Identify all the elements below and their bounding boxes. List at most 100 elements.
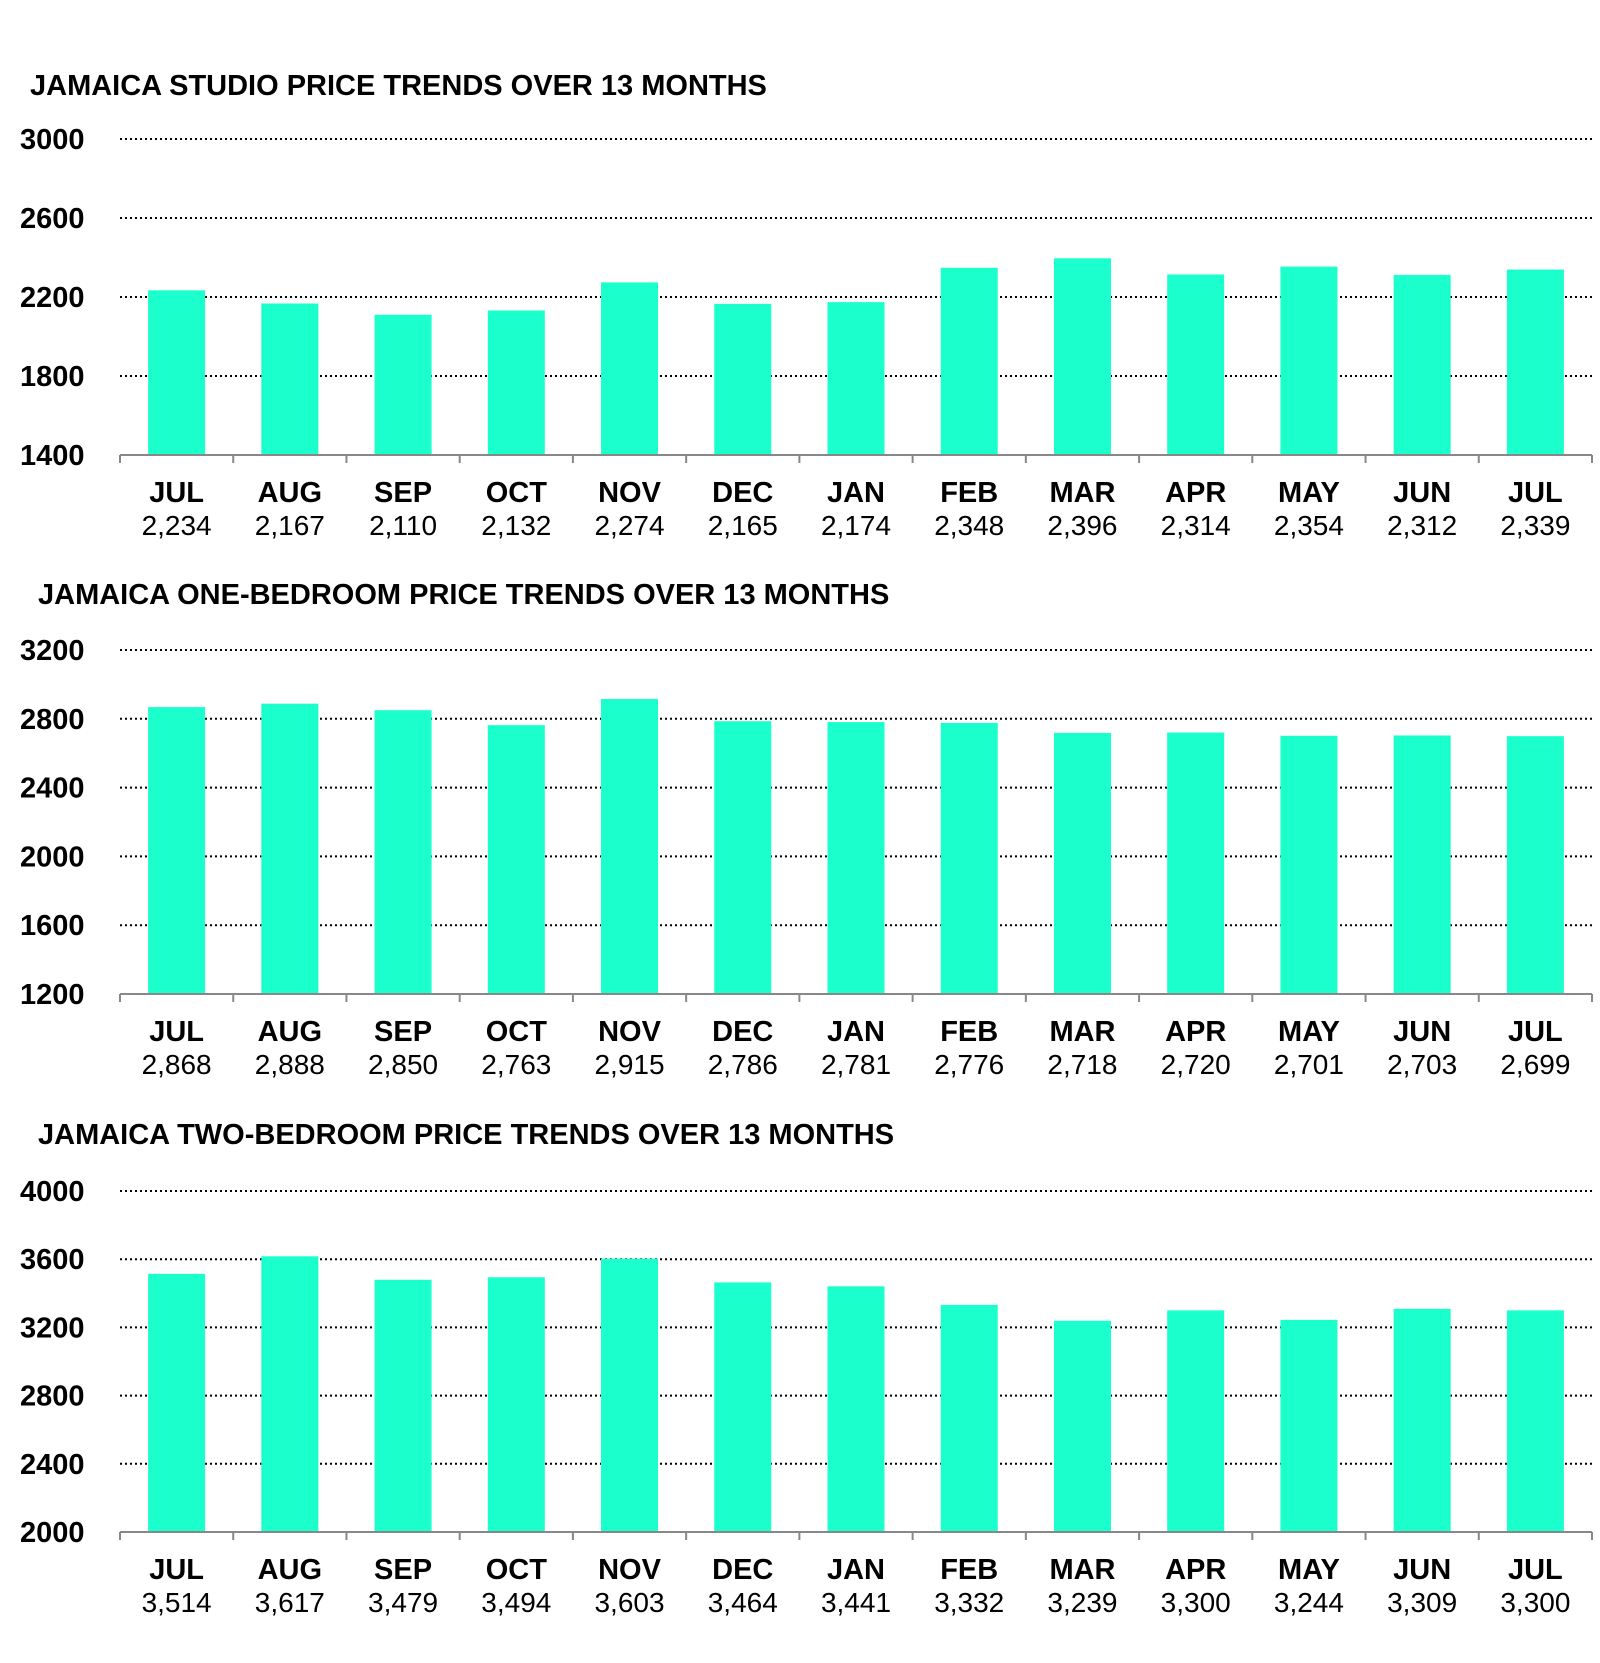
x-tick-label: SEP — [374, 1016, 432, 1048]
x-tick-label: JUL — [149, 1016, 204, 1048]
bar — [261, 303, 319, 455]
data-label: 3,603 — [594, 1587, 664, 1618]
x-tick-label: JUN — [1393, 1016, 1451, 1048]
y-tick-label: 2600 — [20, 203, 85, 235]
bar — [487, 310, 545, 455]
data-label: 2,314 — [1161, 510, 1231, 541]
x-tick-label: MAR — [1049, 477, 1115, 509]
bar — [374, 1279, 432, 1532]
data-label: 2,132 — [481, 510, 551, 541]
bar — [1053, 732, 1111, 994]
data-label: 3,441 — [821, 1587, 891, 1618]
bar — [940, 267, 998, 455]
data-label: 2,776 — [934, 1049, 1004, 1080]
data-label: 2,165 — [708, 510, 778, 541]
data-label: 2,720 — [1161, 1049, 1231, 1080]
bar — [1393, 735, 1451, 994]
x-tick-label: DEC — [712, 477, 773, 509]
data-label: 2,763 — [481, 1049, 551, 1080]
y-tick-label: 2800 — [20, 704, 85, 736]
bar — [827, 722, 885, 994]
data-label: 3,617 — [255, 1587, 325, 1618]
data-label: 3,464 — [708, 1587, 778, 1618]
x-tick-label: APR — [1165, 1016, 1226, 1048]
bar — [1506, 1310, 1564, 1532]
data-label: 2,167 — [255, 510, 325, 541]
data-label: 3,494 — [481, 1587, 551, 1618]
x-tick-label: MAR — [1049, 1554, 1115, 1586]
y-tick-label: 2400 — [20, 773, 85, 805]
bar — [714, 303, 772, 455]
y-tick-label: 2800 — [20, 1381, 85, 1413]
bar — [1393, 274, 1451, 455]
y-tick-label: 2200 — [20, 282, 85, 314]
bar — [601, 282, 659, 455]
y-tick-label: 1200 — [20, 979, 85, 1011]
bar — [374, 314, 432, 455]
x-tick-label: SEP — [374, 477, 432, 509]
data-label: 2,868 — [142, 1049, 212, 1080]
bar — [601, 699, 659, 994]
data-label: 2,234 — [142, 510, 212, 541]
y-tick-label: 1600 — [20, 910, 85, 942]
y-tick-label: 3200 — [20, 635, 85, 667]
x-tick-label: FEB — [940, 477, 998, 509]
bar — [261, 703, 319, 994]
x-tick-label: AUG — [258, 1016, 322, 1048]
x-tick-label: AUG — [258, 477, 322, 509]
x-tick-label: DEC — [712, 1016, 773, 1048]
bar — [714, 721, 772, 994]
x-tick-label: APR — [1165, 1554, 1226, 1586]
bar — [487, 1277, 545, 1532]
bar — [148, 707, 206, 994]
data-label: 3,332 — [934, 1587, 1004, 1618]
data-label: 2,274 — [594, 510, 664, 541]
data-label: 2,703 — [1387, 1049, 1457, 1080]
chart-title: JAMAICA TWO-BEDROOM PRICE TRENDS OVER 13… — [38, 1119, 894, 1151]
x-tick-label: JUN — [1393, 1554, 1451, 1586]
bar — [1167, 732, 1225, 994]
x-tick-label: OCT — [486, 1016, 548, 1048]
bar — [940, 722, 998, 994]
x-tick-label: OCT — [486, 1554, 548, 1586]
x-tick-label: JUL — [1508, 1554, 1563, 1586]
x-tick-label: JUL — [1508, 477, 1563, 509]
x-tick-label: NOV — [598, 1016, 662, 1048]
bar — [374, 710, 432, 994]
data-label: 3,244 — [1274, 1587, 1344, 1618]
y-tick-label: 4000 — [20, 1176, 85, 1208]
chart-title: JAMAICA STUDIO PRICE TRENDS OVER 13 MONT… — [30, 70, 767, 102]
bar — [148, 1273, 206, 1532]
bar — [714, 1282, 772, 1532]
y-tick-label: 3600 — [20, 1244, 85, 1276]
bar — [1280, 266, 1338, 455]
bar — [1167, 1310, 1225, 1532]
y-tick-label: 3200 — [20, 1312, 85, 1344]
data-label: 2,174 — [821, 510, 891, 541]
data-label: 2,915 — [594, 1049, 664, 1080]
x-tick-label: JAN — [827, 477, 885, 509]
data-label: 2,699 — [1500, 1049, 1570, 1080]
x-tick-label: AUG — [258, 1554, 322, 1586]
bar — [261, 1256, 319, 1532]
y-tick-label: 2400 — [20, 1449, 85, 1481]
data-label: 2,701 — [1274, 1049, 1344, 1080]
y-tick-label: 2000 — [20, 1517, 85, 1549]
x-tick-label: JUN — [1393, 477, 1451, 509]
x-tick-label: MAR — [1049, 1016, 1115, 1048]
y-tick-label: 2000 — [20, 841, 85, 873]
bar — [827, 1286, 885, 1532]
data-label: 3,239 — [1047, 1587, 1117, 1618]
bar — [1393, 1308, 1451, 1532]
x-tick-label: FEB — [940, 1554, 998, 1586]
x-tick-label: OCT — [486, 477, 548, 509]
x-tick-label: JUL — [1508, 1016, 1563, 1048]
data-label: 2,718 — [1047, 1049, 1117, 1080]
bar — [1167, 274, 1225, 455]
x-tick-label: MAY — [1278, 477, 1340, 509]
x-tick-label: NOV — [598, 477, 662, 509]
data-label: 2,110 — [369, 510, 437, 541]
chart-panel-1: JAMAICA STUDIO PRICE TRENDS OVER 13 MONT… — [20, 70, 1593, 541]
data-label: 2,781 — [821, 1049, 891, 1080]
